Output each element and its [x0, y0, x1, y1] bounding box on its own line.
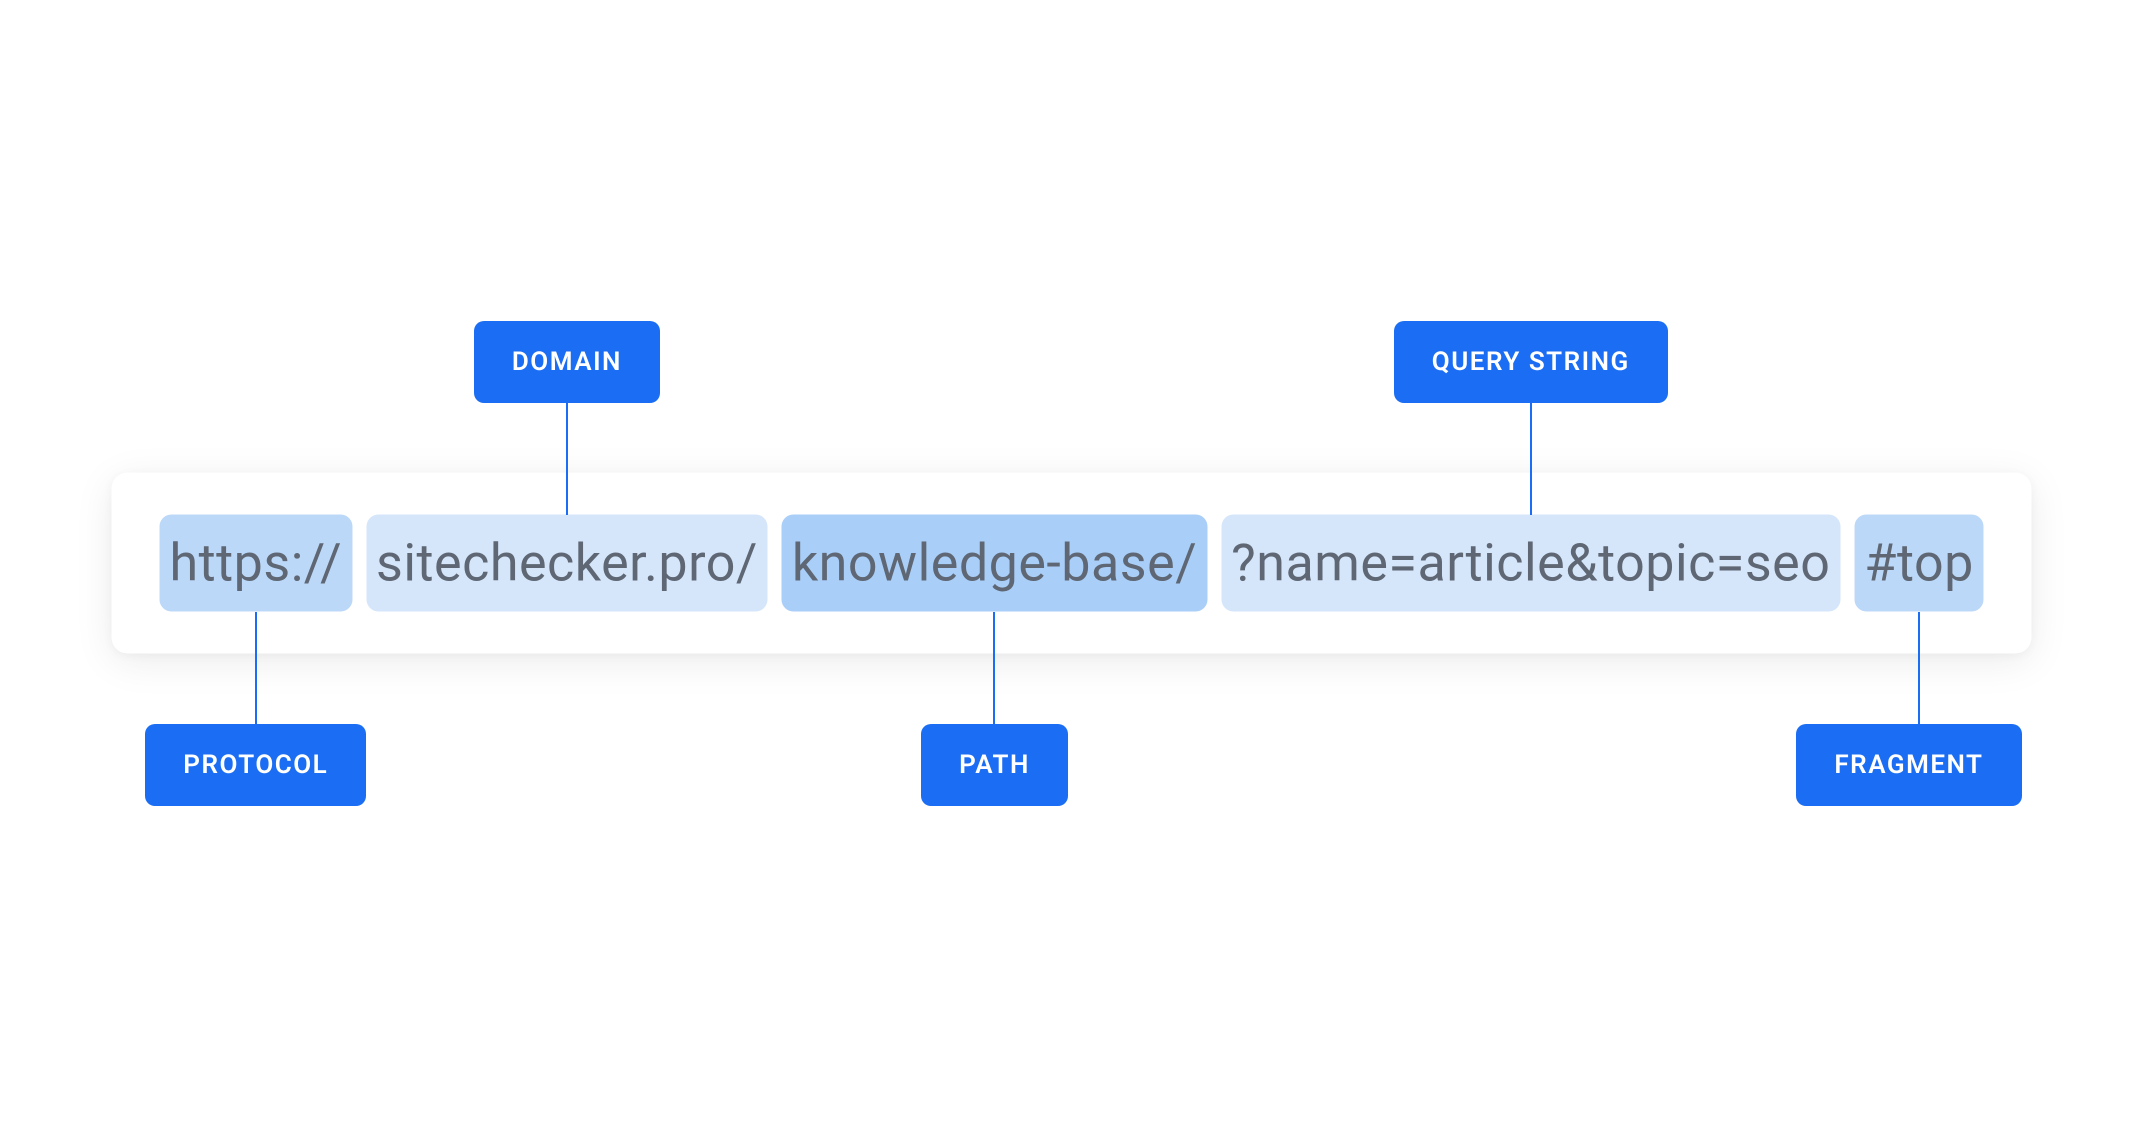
label-query: QUERY STRING — [1394, 321, 1668, 403]
label-protocol: PROTOCOL — [145, 724, 366, 806]
connector-fragment — [1918, 612, 1920, 724]
segment-fragment: #top — [1854, 515, 1983, 612]
connector-domain — [566, 403, 568, 515]
connector-path — [993, 612, 995, 724]
connector-protocol — [255, 612, 257, 724]
label-domain: DOMAIN — [474, 321, 660, 403]
url-segments-row: https://sitechecker.pro/knowledge-base/?… — [160, 515, 1984, 612]
segment-protocol: https:// — [160, 515, 353, 612]
segment-query: ?name=article&topic=seo — [1221, 515, 1840, 612]
url-anatomy-diagram: https://sitechecker.pro/knowledge-base/?… — [0, 473, 2143, 654]
connector-query — [1530, 403, 1532, 515]
segment-path: knowledge-base/ — [782, 515, 1207, 612]
segment-domain: sitechecker.pro/ — [366, 515, 768, 612]
url-bar: https://sitechecker.pro/knowledge-base/?… — [112, 473, 2032, 654]
label-fragment: FRAGMENT — [1796, 724, 2021, 806]
label-path: PATH — [921, 724, 1068, 806]
